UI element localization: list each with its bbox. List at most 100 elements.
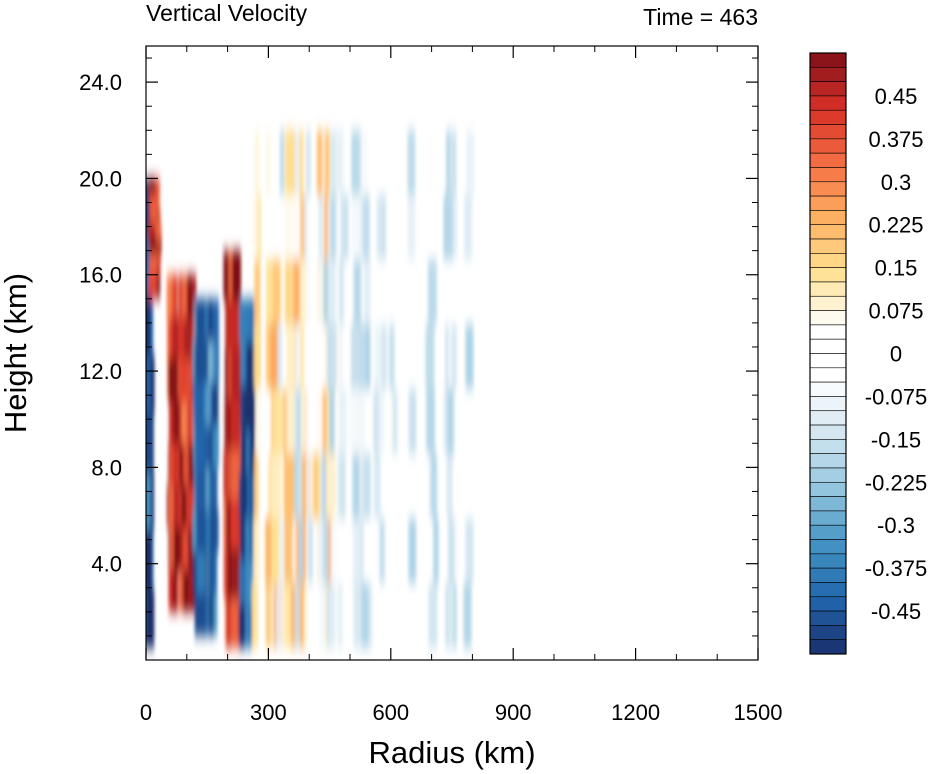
colorbar-label: 0.45 — [875, 84, 918, 109]
x-tick-label: 0 — [140, 700, 152, 725]
colorbar-label: 0 — [890, 342, 902, 367]
field-cell — [196, 467, 206, 510]
field-cell — [428, 583, 438, 648]
colorbar-label: -0.225 — [865, 470, 927, 495]
colorbar-label: 0.375 — [868, 127, 923, 152]
field-cell — [376, 194, 384, 260]
field-cell — [306, 389, 310, 454]
field-cell — [407, 194, 416, 260]
y-tick-label: 16.0 — [79, 263, 122, 288]
field-cell — [149, 208, 158, 224]
colorbar-box — [809, 109, 847, 125]
colorbar-box — [809, 95, 847, 111]
field-cell — [373, 453, 381, 519]
field-cell — [146, 354, 151, 414]
field-cell — [330, 518, 338, 584]
field-cell — [299, 259, 307, 325]
field-cell — [178, 274, 184, 317]
colorbar-box — [809, 410, 847, 426]
field-cell — [298, 518, 303, 584]
colorbar-box — [809, 610, 847, 626]
field-cell — [273, 389, 282, 454]
field-cell — [282, 389, 286, 454]
colorbar-box — [809, 238, 847, 254]
field-cell — [317, 389, 323, 454]
field-cell — [265, 324, 272, 390]
field-cell — [247, 342, 252, 387]
field-cell — [352, 453, 360, 519]
field-cell — [181, 485, 187, 528]
field-cell — [295, 518, 301, 584]
field-cell — [466, 130, 475, 195]
plot-frame — [145, 45, 759, 661]
colorbar-box — [809, 210, 847, 226]
field-cell — [238, 604, 247, 648]
field-cell — [168, 485, 178, 528]
colorbar-box — [809, 439, 847, 454]
field-cell — [361, 130, 368, 195]
field-cell — [187, 359, 197, 402]
field-cell — [296, 259, 303, 325]
field-cell — [187, 443, 197, 486]
field-cell — [196, 551, 206, 594]
field-cell — [299, 194, 305, 260]
chart-title: Vertical Velocity — [146, 0, 308, 26]
y-tick-label: 4.0 — [91, 552, 122, 577]
field-cell — [283, 583, 291, 648]
field-cell — [294, 453, 299, 519]
field-cell — [245, 604, 250, 648]
field-cell — [172, 274, 178, 317]
field-cell — [146, 589, 152, 648]
colorbar-box — [809, 353, 847, 369]
colorbar-box — [809, 481, 847, 497]
field-cell — [356, 389, 366, 454]
y-axis: 4.0 8.0 12.0 16.0 20.0 24.0 — [79, 57, 758, 637]
field-cell — [271, 389, 275, 454]
field-cell — [351, 194, 360, 260]
field-cell — [338, 389, 347, 454]
field-cell — [446, 194, 453, 260]
colorbar-label: -0.45 — [871, 599, 921, 624]
field-cell — [373, 389, 380, 454]
field-cell — [182, 569, 189, 612]
field-cell — [146, 530, 153, 590]
y-axis-label: Height (km) — [0, 273, 33, 433]
field-cell — [188, 485, 198, 528]
colorbar-box — [809, 510, 847, 526]
colorbar-label: -0.375 — [865, 556, 927, 581]
field-cell — [426, 389, 436, 454]
field-cell — [173, 485, 179, 528]
field-cell — [172, 359, 178, 402]
field-cell — [306, 453, 310, 519]
field-cell — [295, 583, 300, 648]
field-cell — [465, 518, 474, 584]
colorbar-box — [809, 625, 847, 640]
field-cell — [294, 130, 300, 195]
x-tick-label: 300 — [250, 700, 287, 725]
field-cell — [238, 473, 247, 518]
field-cell — [147, 354, 155, 414]
field-cell — [210, 467, 215, 510]
field-cell — [299, 453, 306, 519]
field-cell — [277, 324, 283, 390]
field-cell — [357, 324, 366, 390]
field-cell — [306, 130, 311, 195]
field-cell — [195, 383, 205, 426]
field-cell — [408, 518, 417, 584]
field-cell — [296, 389, 301, 454]
field-cell — [178, 316, 183, 360]
field-cell — [463, 583, 472, 648]
field-cell — [447, 583, 454, 648]
field-cell — [231, 250, 241, 301]
colorbar-box — [809, 582, 847, 598]
field-cell — [149, 238, 158, 254]
field-cell — [389, 324, 395, 390]
field-cell — [408, 389, 417, 454]
field-cell — [450, 583, 457, 648]
colorbar-box — [809, 310, 847, 326]
field-cell — [285, 259, 293, 325]
field-cell — [172, 443, 179, 486]
field-cell — [173, 527, 179, 570]
field-cell — [304, 194, 308, 260]
field-cell — [149, 268, 158, 284]
